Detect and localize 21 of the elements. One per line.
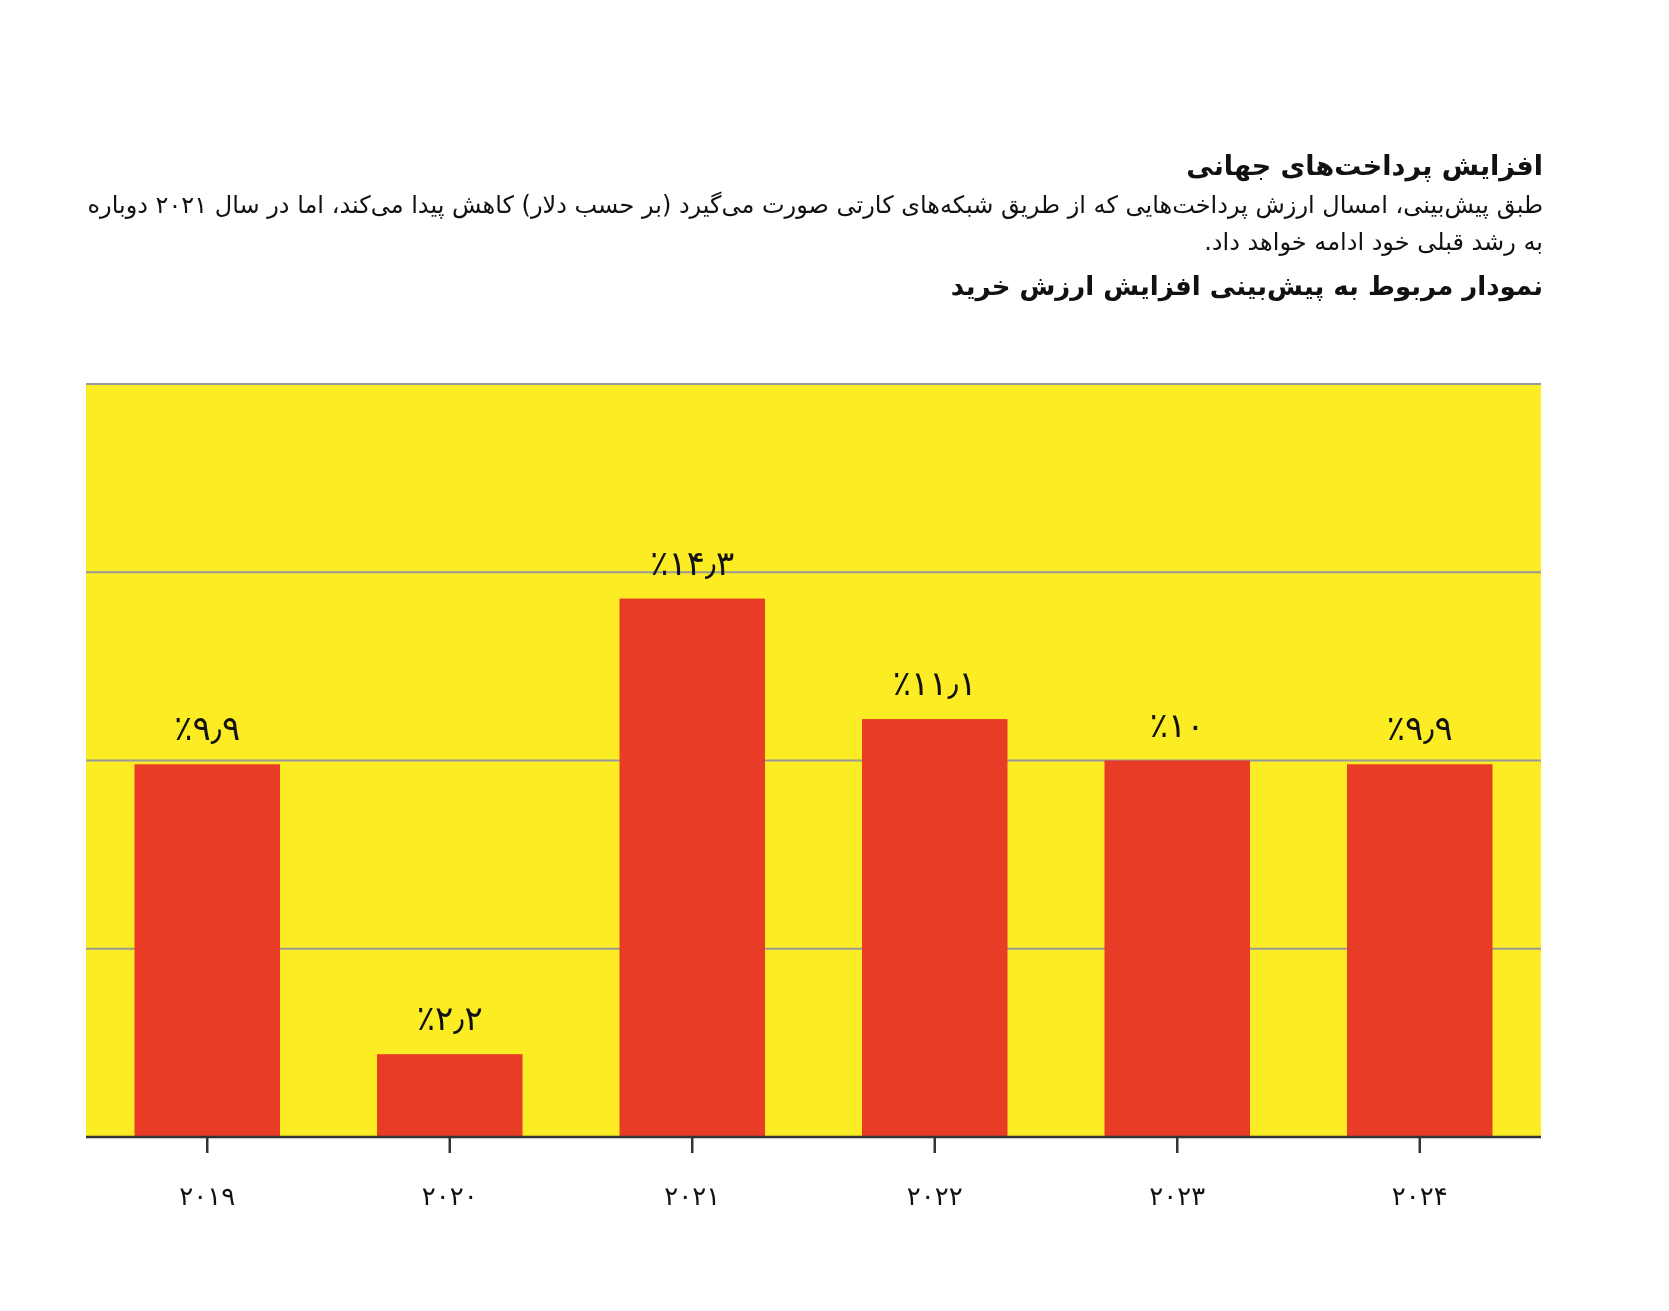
data-label: ٪۱۰ [1149,704,1205,745]
chart-subtitle: طبق پیش‌بینی، امسال ارزش پرداخت‌هایی که از طریق شبکه‌های کارتی صورت می‌گیرد (بر حسب دلار) کاهش پیدا می‌کند، اما در سال ۲۰۲۱ دوباره به رشد قبلی خود ادامه خواهد داد. [86,190,1543,259]
bar [377,1054,523,1137]
bar [1104,760,1250,1137]
data-label: ٪۱۱٫۱ [892,663,977,704]
bar [1347,764,1493,1137]
text: نمودار مربوط به پیش‌بینی افزایش ارزش خرید [949,271,1543,302]
x-tick-label: ۲۰۲۱ [664,1181,721,1211]
bar [862,719,1008,1137]
x-tick-label: ۲۰۲۲ [906,1181,963,1211]
data-label: ٪۱۴٫۳ [650,542,735,583]
data-label: ٪۹٫۹ [174,708,241,749]
bar [134,764,280,1137]
x-tick-label: ۲۰۱۹ [179,1181,236,1211]
chart-title: افزایش پرداخت‌های جهانی [1185,150,1543,181]
x-tick-label: ۲۰۲۰ [421,1181,478,1211]
bar [619,598,765,1137]
x-tick-label: ۲۰۲۳ [1149,1181,1206,1211]
data-label: ٪۲٫۲ [416,998,483,1039]
data-label: ٪۹٫۹ [1386,708,1453,749]
x-tick-label: ۲۰۲۴ [1391,1181,1448,1211]
